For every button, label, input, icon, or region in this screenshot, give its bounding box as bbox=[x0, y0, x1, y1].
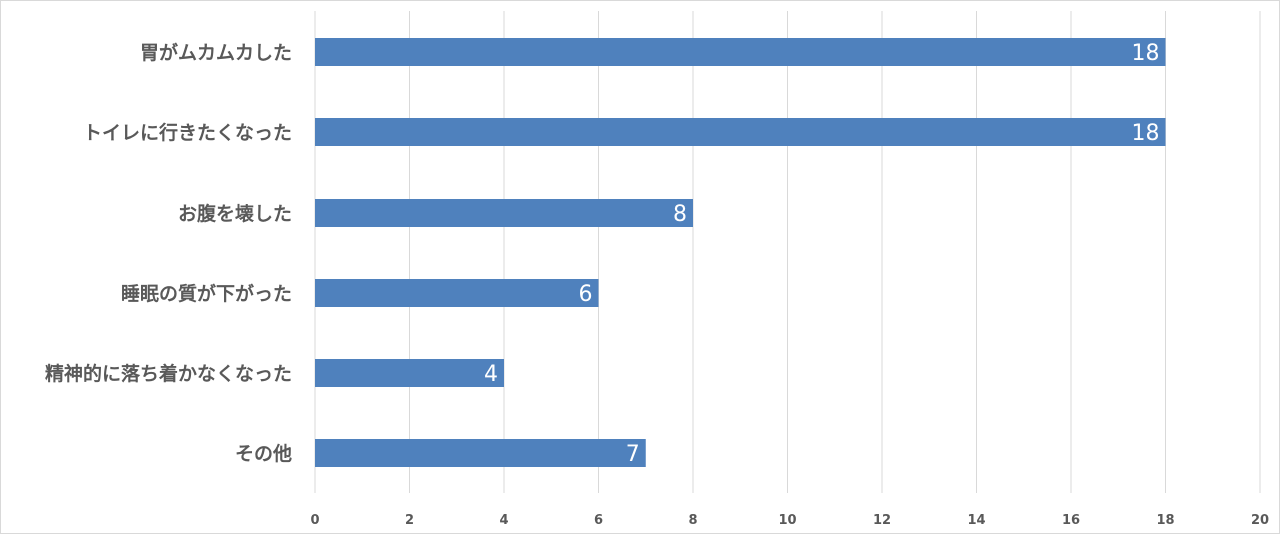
x-tick-label: 10 bbox=[778, 513, 796, 528]
bar-2 bbox=[315, 199, 693, 227]
category-labels: 胃がムカムカしたトイレに行きたくなったお腹を壊した睡眠の質が下がった精神的に落ち… bbox=[45, 41, 292, 465]
data-label: 18 bbox=[1132, 121, 1160, 146]
data-label: 18 bbox=[1132, 41, 1160, 66]
x-tick-label: 16 bbox=[1062, 513, 1080, 528]
category-label: 睡眠の質が下がった bbox=[121, 282, 292, 305]
category-label: 精神的に落ち着かなくなった bbox=[45, 362, 292, 385]
data-label: 7 bbox=[626, 442, 640, 467]
bar-5 bbox=[315, 439, 646, 467]
x-tick-label: 12 bbox=[873, 513, 891, 528]
x-tick-label: 0 bbox=[310, 513, 319, 528]
category-label: 胃がムカムカした bbox=[140, 41, 292, 64]
data-label: 4 bbox=[484, 362, 498, 387]
bar-0 bbox=[315, 38, 1166, 66]
bar-4 bbox=[315, 359, 504, 387]
x-tick-label: 18 bbox=[1156, 513, 1174, 528]
data-label: 8 bbox=[673, 202, 687, 227]
category-label: その他 bbox=[235, 442, 292, 465]
x-tick-label: 14 bbox=[967, 513, 985, 528]
x-tick-label: 20 bbox=[1251, 513, 1269, 528]
x-tick-label: 4 bbox=[499, 513, 508, 528]
category-label: お腹を壊した bbox=[178, 202, 292, 225]
bars bbox=[315, 38, 1166, 467]
bar-1 bbox=[315, 118, 1166, 146]
x-axis-ticks: 0 2 4 6 8 10 12 14 16 18 20 bbox=[310, 513, 1269, 528]
x-tick-label: 2 bbox=[405, 513, 414, 528]
data-labels: 18 18 8 6 4 7 bbox=[484, 41, 1160, 467]
category-label: トイレに行きたくなった bbox=[83, 121, 292, 144]
gridlines bbox=[314, 11, 1261, 493]
data-label: 6 bbox=[579, 282, 593, 307]
x-tick-label: 6 bbox=[594, 513, 603, 528]
bar-3 bbox=[315, 279, 599, 307]
x-tick-label: 8 bbox=[688, 513, 697, 528]
